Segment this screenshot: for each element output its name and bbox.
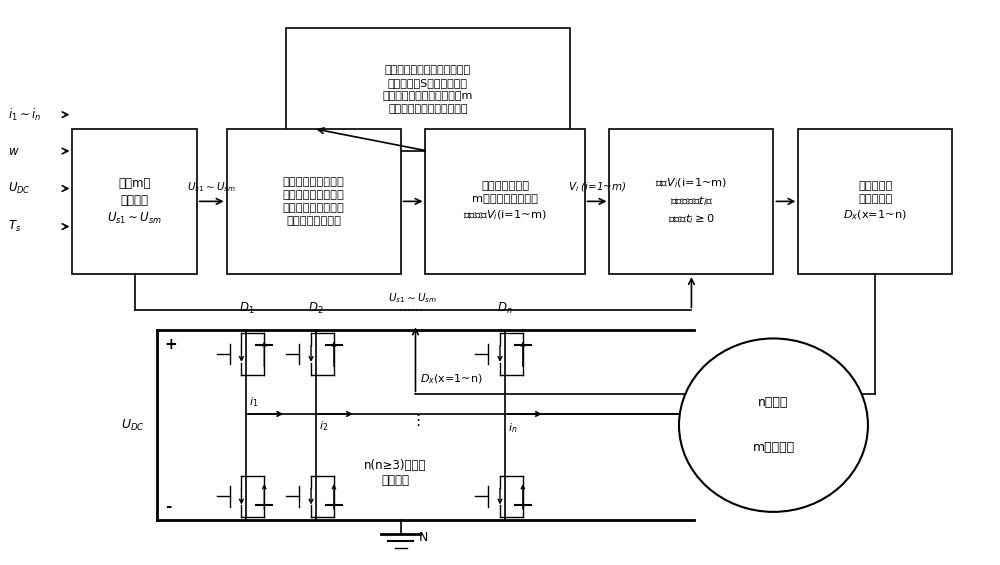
Text: $V_i$ (i=1~m): $V_i$ (i=1~m) (568, 181, 626, 194)
Text: N: N (418, 531, 428, 544)
Text: $D_2$: $D_2$ (308, 301, 324, 316)
Text: $i_1 \sim i_n$: $i_1 \sim i_n$ (8, 107, 41, 123)
Text: 选取该情况下的
m个线性无关的基本
电压矢量$V_i$(i=1~m): 选取该情况下的 m个线性无关的基本 电压矢量$V_i$(i=1~m) (463, 181, 547, 221)
Text: $w$: $w$ (8, 145, 19, 158)
FancyBboxPatch shape (425, 129, 585, 274)
Text: n(n≥3)相电压
源逆变器: n(n≥3)相电压 源逆变器 (364, 459, 427, 486)
Text: -: - (165, 498, 171, 514)
FancyBboxPatch shape (227, 129, 401, 274)
FancyBboxPatch shape (798, 129, 952, 274)
FancyBboxPatch shape (609, 129, 773, 274)
Text: 计算各个子平面合成
期望电压矢量在相应
平面角度，判断所在
扇区以及符合情况: 计算各个子平面合成 期望电压矢量在相应 平面角度，判断所在 扇区以及符合情况 (283, 177, 344, 226)
Text: +: + (165, 337, 178, 352)
FancyBboxPatch shape (286, 28, 570, 151)
Text: $D_1$: $D_1$ (239, 301, 254, 316)
Text: $i_1$: $i_1$ (249, 395, 259, 408)
Text: m个自由度: m个自由度 (752, 441, 795, 454)
Text: $D_x$(x=1~n): $D_x$(x=1~n) (420, 372, 483, 385)
Text: $i_n$: $i_n$ (508, 421, 517, 435)
Text: $D_n$: $D_n$ (497, 301, 513, 316)
Text: $U_{DC}$: $U_{DC}$ (8, 181, 30, 196)
Text: $U_{DC}$: $U_{DC}$ (121, 418, 145, 433)
Text: $T_s$: $T_s$ (8, 219, 21, 234)
Text: n相电机: n相电机 (758, 396, 789, 409)
Text: $\vdots$: $\vdots$ (410, 411, 421, 428)
Text: $U_{s1}{\sim}U_{sm}$: $U_{s1}{\sim}U_{sm}$ (187, 180, 236, 194)
Text: 根据控制要求对子平面划分扇
区，设共有S种扇区划分情
况，确定每种情况下选取的m
个线性无关的基本电压矢量: 根据控制要求对子平面划分扇 区，设共有S种扇区划分情 况，确定每种情况下选取的m… (383, 64, 473, 114)
Text: 计算各桥臂
开关占空比
$D_x$(x=1~n): 计算各桥臂 开关占空比 $D_x$(x=1~n) (843, 181, 907, 221)
Text: $\cdots\cdots$: $\cdots\cdots$ (398, 302, 423, 315)
Text: $i_2$: $i_2$ (319, 419, 328, 433)
Text: 计算m个
期望电压
$U_{s1}\sim U_{sm}$: 计算m个 期望电压 $U_{s1}\sim U_{sm}$ (107, 177, 162, 226)
Text: 计算$V_i$(i=1~m)
的作用时间$t_i$，
并保证$t_i\geq 0$: 计算$V_i$(i=1~m) 的作用时间$t_i$， 并保证$t_i\geq 0… (655, 177, 728, 226)
Text: $U_{s1}{\sim}U_{sm}$: $U_{s1}{\sim}U_{sm}$ (388, 292, 437, 305)
FancyBboxPatch shape (72, 129, 197, 274)
Ellipse shape (679, 338, 868, 512)
